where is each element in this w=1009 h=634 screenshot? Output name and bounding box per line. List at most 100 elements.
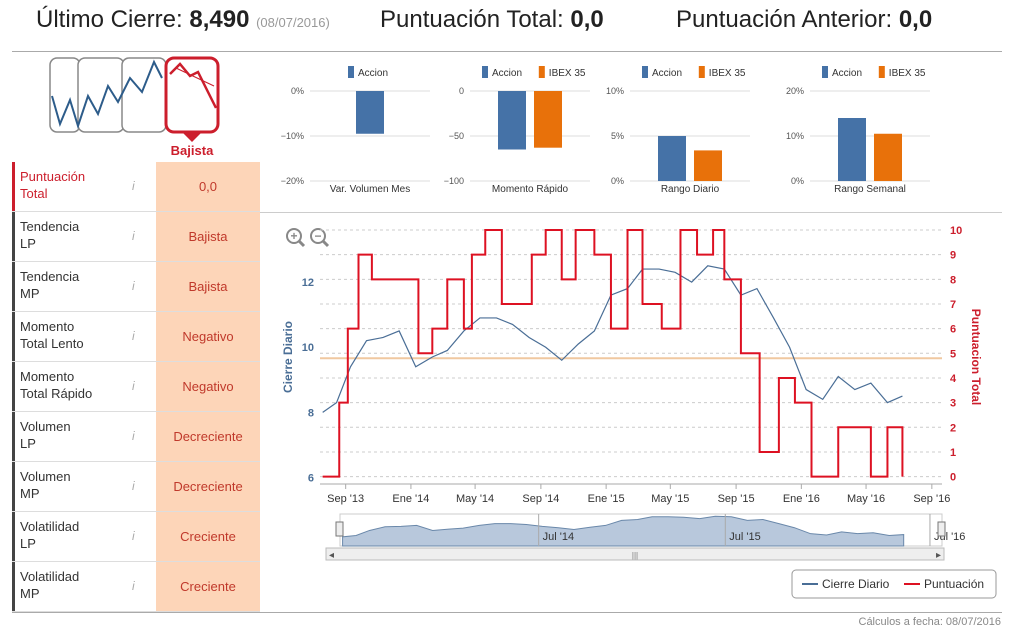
trend-logo-graphic: Bajista — [49, 56, 220, 158]
legend-label: IBEX 35 — [889, 68, 926, 79]
zoom-in-label: + — [290, 229, 297, 243]
indicator-value: Decreciente — [156, 462, 260, 511]
series-line-puntuacion — [322, 229, 904, 478]
mini-chart: Accion IBEX 35 20% 10% 0% Rango Semanal — [786, 66, 930, 195]
x-tick-label: May '14 — [456, 493, 494, 505]
x-tick-label: Sep '16 — [913, 493, 950, 505]
x-tick-label: Sep '15 — [718, 493, 755, 505]
navigator-scrollbar[interactable] — [325, 547, 945, 561]
indicator-value: Decreciente — [156, 412, 260, 461]
ultimo-cierre-value: 8,490 — [189, 6, 250, 33]
info-icon[interactable]: i — [132, 179, 135, 193]
indicator-label: Tendencia LP — [12, 212, 156, 261]
puntuacion-anterior-label: Puntuación Anterior: — [676, 6, 893, 33]
tick-label: 0% — [611, 176, 624, 186]
bar — [658, 136, 686, 181]
info-icon[interactable]: i — [132, 279, 135, 293]
downtrend-line-icon — [169, 62, 218, 109]
tick-label: 5% — [611, 131, 624, 141]
indicator-label: Volatilidad LP — [12, 512, 156, 561]
y2-tick-label: 0 — [950, 472, 956, 484]
y2-tick-label: 4 — [950, 373, 957, 385]
indicator-label: Momento Total Rápido — [12, 362, 156, 411]
legend-label: Accion — [832, 68, 862, 79]
legend-swatch — [348, 66, 354, 78]
y-tick-label: 10 — [302, 342, 314, 354]
navigator-handle-right[interactable] — [937, 521, 946, 537]
bar — [694, 150, 722, 181]
chart-legend: Cierre Diario Puntuación — [791, 569, 997, 599]
y2-tick-label: 6 — [950, 324, 956, 336]
y-axis-label: Cierre Diario — [281, 321, 295, 393]
y2-tick-label: 2 — [950, 422, 956, 434]
x-axis-label: Rango Diario — [661, 184, 720, 195]
downtrend-arrow-icon — [175, 67, 215, 87]
ultimo-cierre-date: (08/07/2016) — [256, 15, 330, 30]
legend-label: Accion — [358, 68, 388, 79]
info-icon[interactable]: i — [132, 579, 135, 593]
legend-label: Accion — [492, 68, 522, 79]
indicator-row: Tendencia LP i Bajista — [12, 212, 260, 262]
info-icon[interactable]: i — [132, 479, 135, 493]
info-icon[interactable]: i — [132, 429, 135, 443]
bar — [534, 91, 562, 148]
bar — [838, 118, 866, 181]
trend-panel-3 — [121, 57, 167, 133]
x-tick-label: Ene '16 — [783, 493, 820, 505]
ultimo-cierre-label: Último Cierre: — [36, 6, 183, 33]
bar — [874, 133, 902, 181]
scroll-left-icon: ◂ — [329, 550, 334, 561]
legend-swatch — [878, 66, 885, 78]
mini-chart: Accion IBEX 35 10% 5% 0% Rango Diario — [606, 66, 750, 195]
legend-swatch — [538, 66, 545, 78]
tick-label: −100 — [444, 176, 464, 186]
tick-label: −50 — [449, 131, 464, 141]
info-icon[interactable]: i — [132, 529, 135, 543]
info-icon[interactable]: i — [132, 329, 135, 343]
header: Último Cierre: 8,490 (08/07/2016) Puntua… — [0, 0, 1009, 46]
mini-chart: Accion IBEX 35 0 −50 −100 Momento Rápido — [444, 66, 590, 195]
legend-label: IBEX 35 — [549, 68, 586, 79]
x-axis-label: Momento Rápido — [492, 184, 569, 195]
y2-tick-label: 3 — [950, 398, 956, 410]
x-tick-label: May '15 — [651, 493, 689, 505]
navigator-handle-left[interactable] — [335, 521, 344, 537]
indicator-row: Momento Total Rápido i Negativo — [12, 362, 260, 412]
puntuacion-anterior-value: 0,0 — [898, 6, 933, 33]
zoom-in-icon[interactable]: + — [286, 228, 306, 248]
x-tick-label: Sep '14 — [522, 493, 559, 505]
info-icon[interactable]: i — [132, 229, 135, 243]
x-tick-label: Ene '14 — [392, 493, 429, 505]
x-axis-label: Rango Semanal — [834, 184, 906, 195]
zoom-out-handle — [321, 239, 330, 248]
legend-label-cierre: Cierre Diario — [822, 577, 890, 591]
y-tick-label: 8 — [308, 407, 314, 419]
indicator-value: Creciente — [156, 562, 260, 611]
legend-label-puntuacion: Puntuación — [924, 577, 984, 591]
tick-label: 0% — [791, 176, 804, 186]
indicator-value: Negativo — [156, 312, 260, 361]
y2-tick-label: 8 — [950, 274, 956, 286]
mini-chart: Accion 0% −10% −20% Var. Volumen Mes — [281, 66, 430, 195]
series-line-cierre — [322, 265, 903, 413]
indicator-row: Tendencia MP i Bajista — [12, 262, 260, 312]
indicator-label: Puntuación Total — [12, 162, 156, 211]
info-icon[interactable]: i — [132, 379, 135, 393]
puntuacion-total-label: Puntuación Total: — [380, 6, 564, 33]
indicator-row: Volumen MP i Decreciente — [12, 462, 260, 512]
mini-bar-charts: Accion 0% −10% −20% Var. Volumen Mes Accion IB… — [281, 66, 930, 195]
calc-date-footer: Cálculos a fecha: 08/07/2016 — [858, 616, 1002, 628]
indicator-row: Puntuación Total i 0,0 — [12, 162, 260, 212]
indicator-label: Volatilidad MP — [12, 562, 156, 611]
trend-panel-2 — [77, 57, 125, 133]
zoom-out-icon[interactable]: − — [310, 228, 330, 248]
indicator-value: 0,0 — [156, 162, 260, 211]
indicator-label: Momento Total Lento — [12, 312, 156, 361]
tick-label: 10% — [606, 86, 624, 96]
indicator-label: Volumen MP — [12, 462, 156, 511]
tick-label: 0 — [459, 86, 464, 96]
scroll-right-icon: ▸ — [936, 550, 941, 561]
tick-label: 20% — [786, 86, 804, 96]
bar — [498, 91, 526, 150]
